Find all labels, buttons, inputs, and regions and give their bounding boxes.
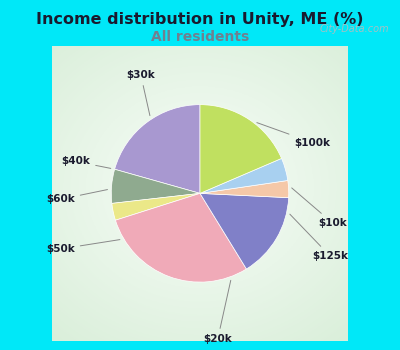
Text: City-Data.com: City-Data.com [320, 24, 389, 34]
Text: $100k: $100k [257, 122, 330, 147]
Text: All residents: All residents [151, 30, 249, 44]
Text: $30k: $30k [126, 70, 155, 116]
Text: $125k: $125k [290, 214, 348, 261]
Wedge shape [200, 193, 289, 269]
Text: $10k: $10k [292, 188, 347, 228]
Wedge shape [116, 193, 246, 282]
Text: $60k: $60k [46, 190, 108, 204]
Wedge shape [200, 181, 289, 198]
Wedge shape [115, 105, 200, 193]
Text: $50k: $50k [46, 240, 120, 254]
Text: $20k: $20k [203, 280, 232, 344]
Wedge shape [200, 159, 288, 193]
Text: Income distribution in Unity, ME (%): Income distribution in Unity, ME (%) [36, 12, 364, 27]
Wedge shape [200, 105, 282, 193]
Wedge shape [112, 193, 200, 220]
Text: $40k: $40k [61, 156, 111, 168]
Wedge shape [111, 169, 200, 203]
